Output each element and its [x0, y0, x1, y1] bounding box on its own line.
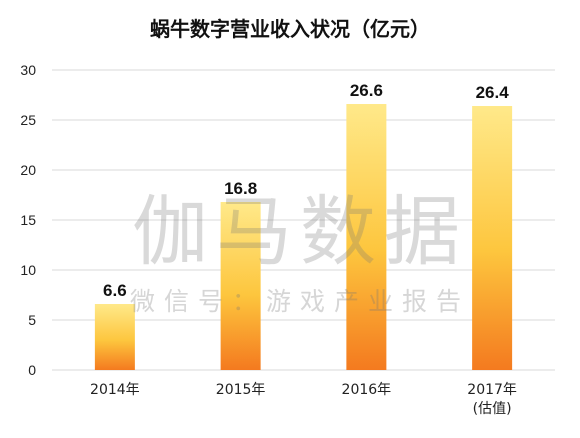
y-axis-ticks: 0 5 10 15 20 25 30 [20, 62, 36, 378]
y-tick-label: 30 [20, 62, 36, 78]
watermark-sub: 微信号：游戏产业报告 [130, 287, 470, 316]
data-label: 16.8 [224, 179, 257, 198]
bar [94, 304, 135, 370]
y-tick-label: 5 [28, 312, 36, 328]
x-category-label: 2015年 [216, 382, 266, 398]
y-tick-label: 0 [28, 362, 36, 378]
watermark-main: 伽马数据 [132, 187, 468, 276]
x-category-label: 2016年 [342, 382, 392, 398]
bar [220, 202, 261, 370]
x-category-label: 2017年 [467, 382, 517, 398]
bars [94, 104, 513, 370]
bar [346, 104, 387, 370]
bar [472, 106, 513, 370]
x-category-label: 2014年 [90, 382, 140, 398]
y-tick-label: 15 [20, 212, 36, 228]
chart-title: 蜗牛数字营业收入状况（亿元） [150, 17, 430, 41]
data-label: 26.6 [350, 81, 383, 100]
x-category-sublabel: (估值) [473, 401, 512, 417]
x-axis-categories: 2014年 2015年 2016年 2017年 (估值) [90, 382, 517, 417]
y-tick-label: 10 [20, 262, 36, 278]
y-tick-label: 25 [20, 112, 36, 128]
data-label: 6.6 [103, 281, 127, 300]
data-label: 26.4 [476, 83, 510, 102]
y-tick-label: 20 [20, 162, 36, 178]
data-labels: 6.6 16.8 26.6 26.4 [103, 81, 509, 300]
grid-lines [52, 69, 555, 371]
